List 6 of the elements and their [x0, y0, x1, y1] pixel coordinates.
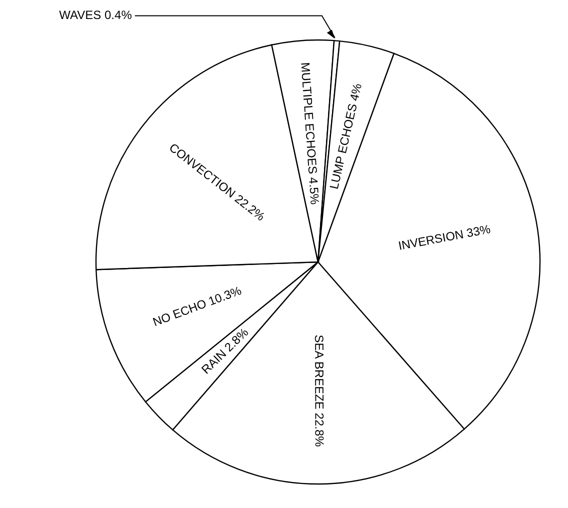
slice-label: WAVES 0.4%: [59, 8, 132, 22]
slice-label: MULTIPLE ECHOES 4.5%: [298, 62, 322, 206]
slice-label: NO ECHO 10.3%: [150, 283, 244, 330]
slice-label: INVERSION 33%: [397, 222, 492, 253]
slice-label: SEA BREEZE 22.8%: [312, 334, 326, 448]
slice-label: LUMP ECHOES 4%: [326, 82, 365, 190]
